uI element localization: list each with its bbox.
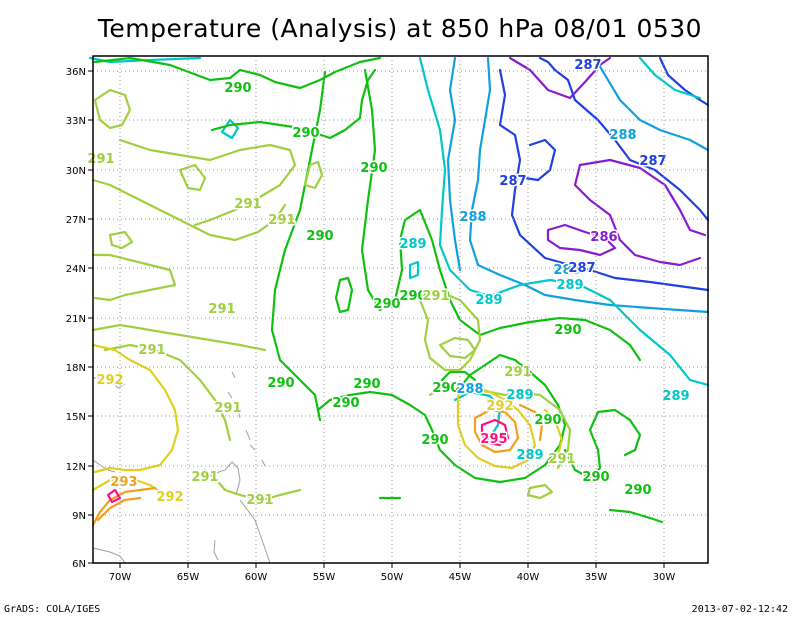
contour-label: 295 — [480, 432, 507, 447]
contour-label: 292 — [486, 399, 513, 414]
contour-label: 292 — [96, 373, 123, 388]
lon-tick-label: 45W — [449, 572, 472, 583]
contour-label: 293 — [110, 475, 137, 490]
contour-label: 290 — [353, 377, 380, 392]
lon-tick-label: 40W — [517, 572, 540, 583]
contour-291 — [91, 88, 572, 502]
contour-label: 287 — [639, 154, 666, 169]
lat-tick-label: 21N — [66, 314, 86, 325]
contour-label: 291 — [268, 213, 295, 228]
footer-credit: GrADS: COLA/IGES — [4, 604, 101, 615]
contour-label: 290 — [534, 413, 561, 428]
lat-tick-label: 24N — [66, 264, 86, 275]
lat-tick-labels: 6N 9N 12N 15N 18N 21N 24N 27N 30N 33N 36… — [66, 67, 86, 570]
contour-label: 289 — [556, 278, 583, 293]
contour-label: 290 — [421, 433, 448, 448]
contour-label: 289 — [399, 237, 426, 252]
contour-label: 291 — [191, 470, 218, 485]
lat-tick-label: 6N — [72, 559, 86, 570]
contour-label: 291 — [246, 493, 273, 508]
contour-label: 291 — [87, 152, 114, 167]
contour-290 — [93, 56, 664, 524]
lat-tick-label: 15N — [66, 412, 86, 423]
lat-tick-label: 12N — [66, 462, 86, 473]
lon-tick-label: 70W — [109, 572, 132, 583]
tick-marks — [88, 70, 665, 568]
contours — [88, 56, 710, 527]
lat-tick-label: 36N — [66, 67, 86, 78]
contour-label: 288 — [459, 210, 486, 225]
contour-label: 291 — [214, 401, 241, 416]
contour-292 — [91, 343, 564, 497]
lon-tick-label: 55W — [313, 572, 336, 583]
contour-label: 291 — [208, 302, 235, 317]
lon-tick-label: 65W — [177, 572, 200, 583]
contour-label: 290 — [582, 470, 609, 485]
lat-tick-label: 27N — [66, 215, 86, 226]
lon-tick-label: 35W — [585, 572, 608, 583]
lat-tick-label: 33N — [66, 116, 86, 127]
contour-label: 291 — [504, 365, 531, 380]
contour-label: 292 — [156, 490, 183, 505]
contour-label: 290 — [624, 483, 651, 498]
contour-label: 290 — [292, 126, 319, 141]
contour-label: 291 — [234, 197, 261, 212]
contour-label: 288 — [609, 128, 636, 143]
contour-295 — [106, 418, 510, 504]
contour-label: 287 — [499, 174, 526, 189]
contour-label: 291 — [138, 343, 165, 358]
contour-label: 290 — [554, 323, 581, 338]
contour-label: 286 — [590, 230, 617, 245]
map-title: Temperature (Analysis) at 850 hPa 08/01 … — [97, 14, 703, 43]
contour-label: 290 — [224, 81, 251, 96]
map-frame — [92, 55, 709, 564]
contour-label: 288 — [553, 263, 580, 278]
contour-label: 290 — [332, 396, 359, 411]
contour-label: 290 — [267, 376, 294, 391]
footer-timestamp: 2013-07-02-12:42 — [691, 604, 788, 615]
contour-289 — [88, 56, 710, 442]
grid — [93, 56, 708, 563]
lat-tick-label: 30N — [66, 166, 86, 177]
lat-tick-label: 18N — [66, 363, 86, 374]
contour-label: 290 — [306, 229, 333, 244]
lat-tick-label: 9N — [72, 511, 86, 522]
contour-288 — [446, 56, 710, 314]
contour-label: 290 — [399, 289, 426, 304]
lon-tick-labels: 70W 65W 60W 55W 50W 45W 40W 35W 30W — [109, 572, 676, 583]
lon-tick-label: 30W — [653, 572, 676, 583]
lon-tick-label: 60W — [245, 572, 268, 583]
contour-label: 289 — [475, 293, 502, 308]
contour-287 — [498, 56, 710, 292]
contour-label: 289 — [516, 448, 543, 463]
contour-label: 290 — [360, 161, 387, 176]
coastlines — [92, 371, 271, 564]
contour-label: 291 — [548, 452, 575, 467]
contour-label: 290 — [373, 297, 400, 312]
contour-label: 289 — [662, 389, 689, 404]
contour-label: 290 — [432, 381, 459, 396]
contour-label: 289 — [506, 388, 533, 403]
lon-tick-label: 50W — [381, 572, 404, 583]
contour-label: 291 — [422, 289, 449, 304]
contour-label: 288 — [456, 382, 483, 397]
